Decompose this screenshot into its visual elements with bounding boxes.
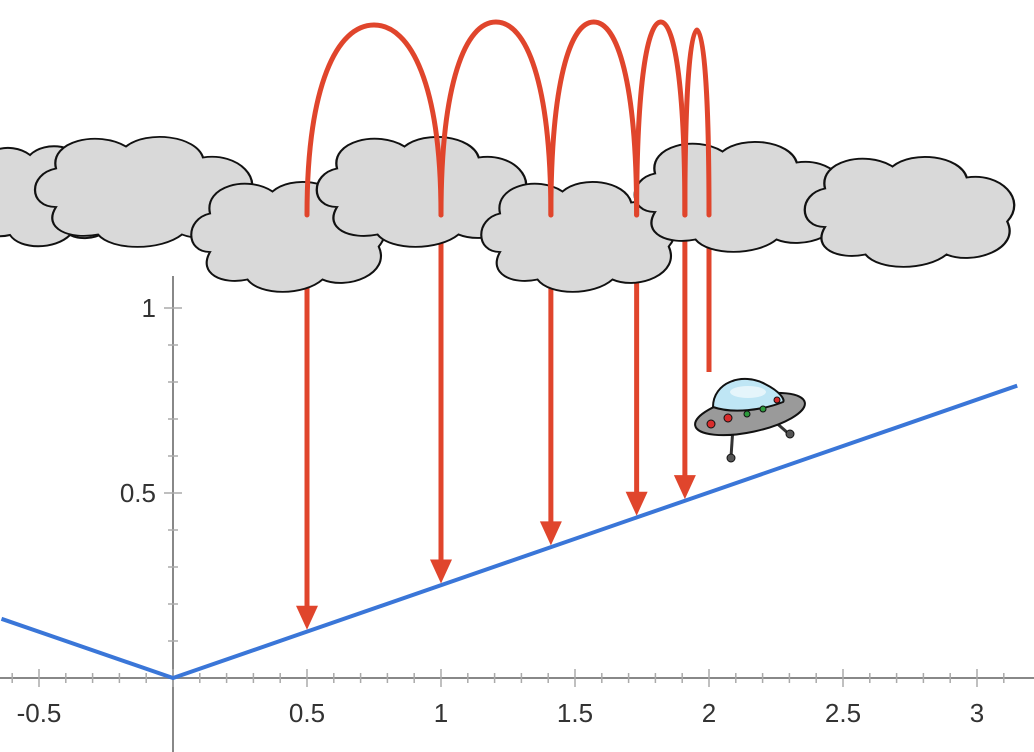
hop-arcs [304,19,712,218]
function-line [0,383,1018,681]
x-tick-label: 2.5 [825,698,861,728]
x-tick-label: -0.5 [17,698,62,728]
x-tick-label: 3 [970,698,984,728]
drop-arrow-head [430,559,452,584]
x-tick-label: 2 [702,698,716,728]
clouds [0,135,1016,293]
x-tick-label: 1.5 [557,698,593,728]
x-tick-label: 0.5 [289,698,325,728]
cloud-icon [803,155,1016,268]
hop-arc [438,19,554,218]
minor-ticks [11,307,1005,687]
drop-arrow-head [673,475,696,500]
hop-arc [548,19,640,218]
tick-labels: -0.5 0.5 1 1.5 2 2.5 3 0.5 1 [17,293,985,728]
hop-arc [682,27,712,218]
cloud-icon [315,135,528,248]
hop-arc [634,19,688,218]
x-tick-label: 1 [434,698,448,728]
ufo-icon [694,377,806,463]
drop-arrow-head [625,491,648,516]
drop-arrow-head [539,521,562,546]
y-tick-label: 0.5 [120,478,156,508]
drop-arrow-head [296,605,318,630]
axes: -0.5 0.5 1 1.5 2 2.5 3 0.5 1 [0,276,1034,752]
hop-arc [304,22,444,218]
y-tick-label: 1 [142,293,156,323]
